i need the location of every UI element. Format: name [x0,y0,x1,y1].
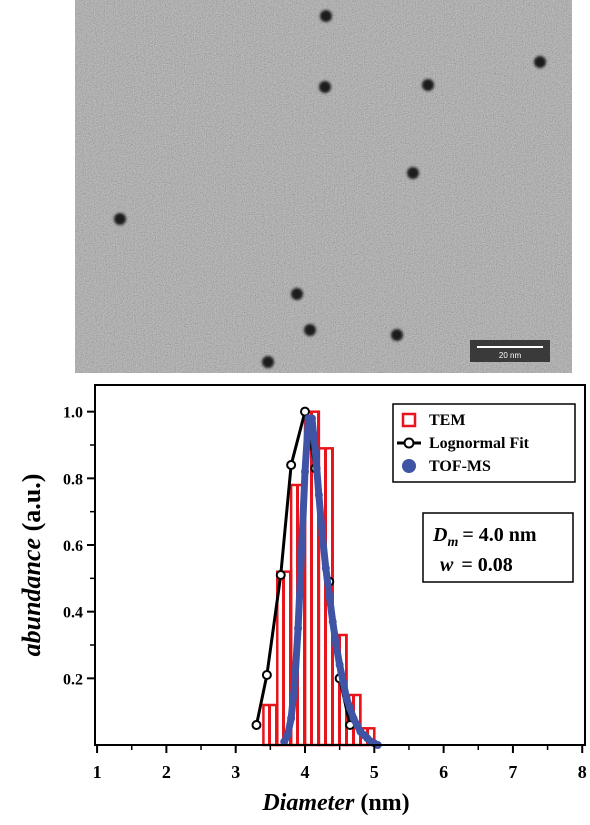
x-tick-label: 6 [439,762,448,782]
tof-point [332,641,341,649]
x-tick-label: 3 [231,762,240,782]
annotation-symbol: D [432,524,447,546]
legend-box [392,403,576,483]
legend-swatch [401,412,417,428]
x-tick-label: 8 [578,762,587,782]
annotation-subscript: m [447,535,458,550]
fit-point [261,670,272,680]
y-tick-label: 0.8 [63,471,83,488]
y-tick-label: 0.4 [63,605,83,622]
x-tick-label: 2 [162,762,171,782]
tof-point [318,531,327,539]
fit-point [275,570,286,580]
legend-label: TOF-MS [429,458,491,475]
image-noise [75,0,572,373]
tof-point [335,661,344,669]
y-tick-label: 0.6 [63,538,83,555]
x-tick-label: 4 [301,762,310,782]
histogram-bar [262,703,279,747]
tof-point [290,681,299,689]
tof-point [346,704,355,713]
tof-point [301,467,309,476]
tof-point [339,677,348,686]
annotation: Dm = 4.0 nm [432,524,537,550]
legend-label: Lognormal Fit [429,435,530,452]
fit-point [286,460,297,470]
y-tick-label: 0.2 [63,671,83,688]
tof-point [328,617,337,626]
tof-point [314,491,323,499]
tof-point [352,721,361,729]
x-tick-label: 5 [370,762,379,782]
legend-marker [402,459,416,473]
fit-point [300,406,310,417]
annotation-symbol: w [440,554,454,576]
x-label-unit: (nm) [360,790,409,816]
tof-point [283,731,292,739]
y-tick-label: 1.0 [63,405,83,422]
y-label-unit: (a.u.) [17,474,46,532]
annotation: w = 0.08 [440,554,513,576]
tof-point [342,694,351,703]
tof-point [297,547,306,556]
legend-marker [403,437,415,449]
scale-bar-bg [470,340,550,362]
plot: 1 2 3 4 5 6 7 8 0.2 0.4 0.6 0.8 1.0 TEM Lognormal Fit T… [63,384,587,782]
tof-point [294,624,303,633]
annotation-text: = 4.0 nm [462,524,537,546]
tem-image: 20 nm [75,0,572,373]
x-label-italic: Diameter [261,790,355,816]
tof-point [280,737,289,746]
scale-bar-label: 20 nm [499,351,522,360]
particles [114,10,546,368]
x-tick-label: 1 [93,762,102,782]
annotation-box [422,512,574,583]
tof-point [307,414,316,423]
tof-point [311,447,320,456]
fit-point [251,720,262,730]
tof-point [321,564,330,573]
y-axis-label: abundance (a.u.) [17,474,46,657]
y-label-italic: abundance [17,538,46,656]
x-axis-label: Diameter (nm) [261,790,409,816]
annotation-text: = 0.08 [461,554,512,576]
tof-point [287,714,296,723]
x-tick-label: 7 [508,762,517,782]
legend-label: TEM [429,412,465,429]
tof-point [325,591,334,599]
tof-point [349,714,358,723]
